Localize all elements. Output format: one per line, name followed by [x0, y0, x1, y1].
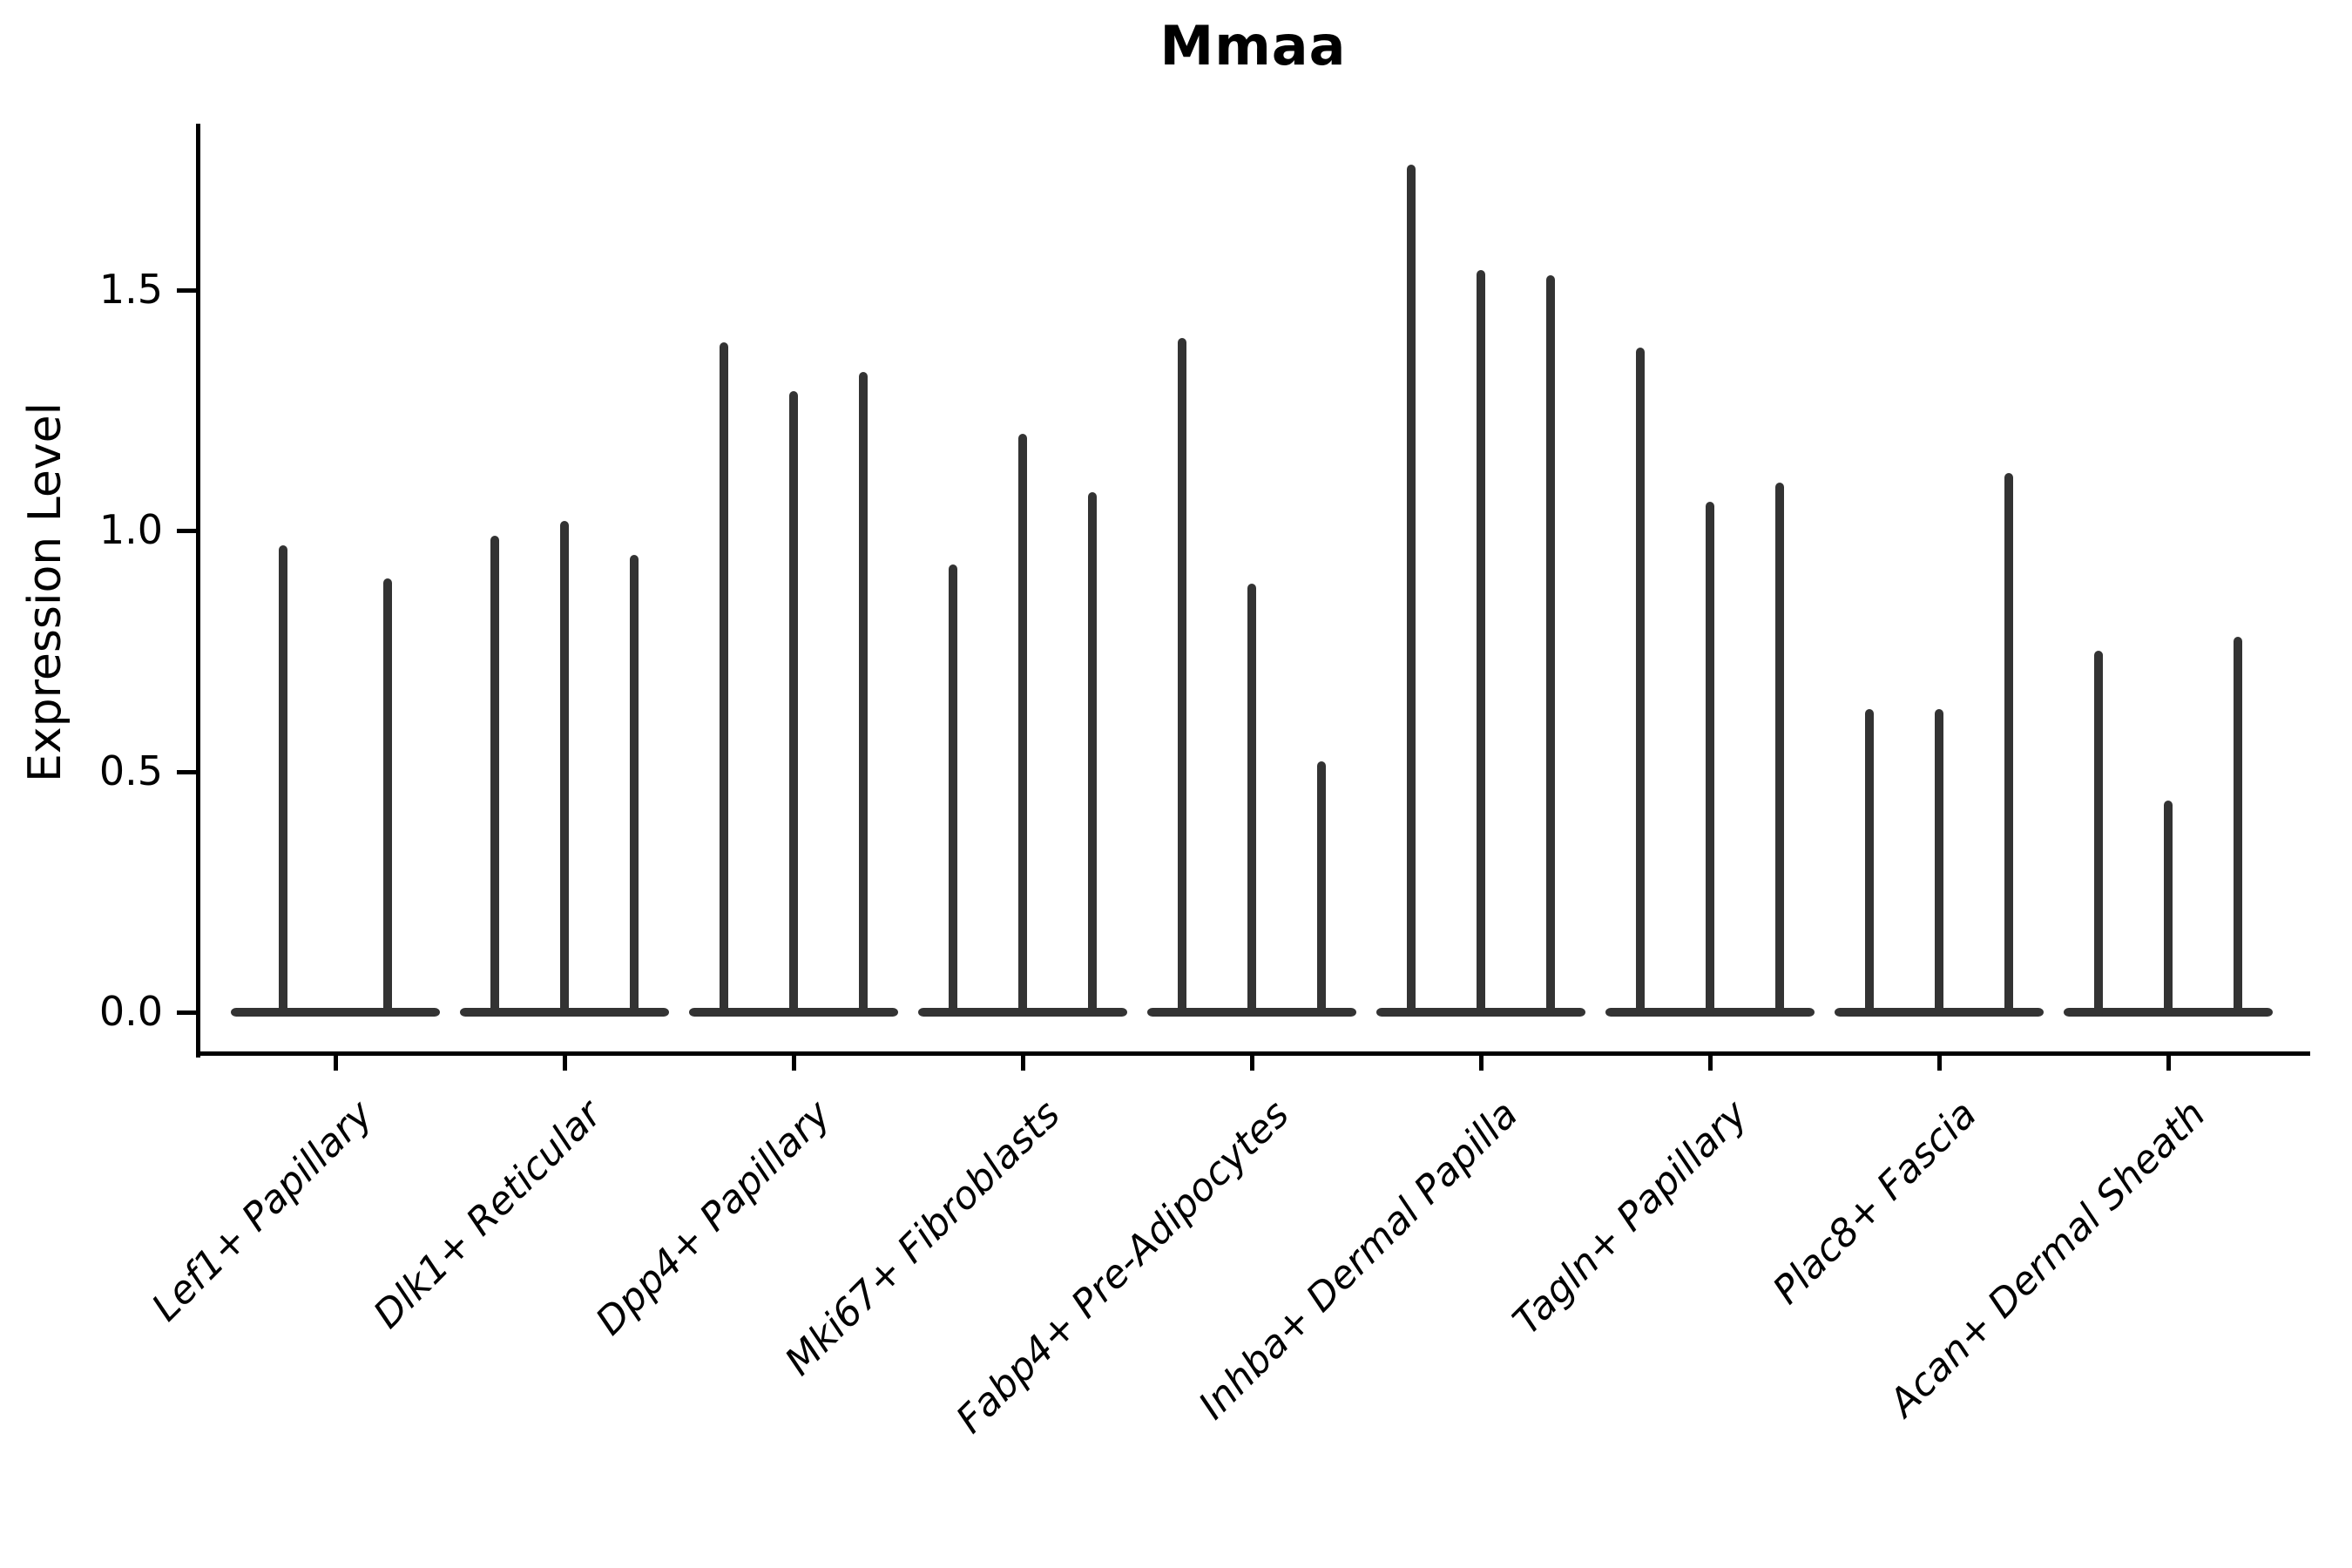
- violin-spike: [1178, 337, 1186, 1015]
- violin-spike: [1865, 708, 1874, 1015]
- violin-spike: [720, 342, 728, 1015]
- violin-spike: [1088, 491, 1097, 1015]
- violin-spike: [949, 564, 957, 1015]
- x-tick-mark: [2166, 1056, 2171, 1071]
- violin-spike: [789, 390, 798, 1015]
- violin-spike: [560, 520, 569, 1015]
- x-tick-mark: [1708, 1056, 1713, 1071]
- x-tick-label: Dlk1+ Reticular: [365, 1092, 611, 1337]
- x-tick-mark: [792, 1056, 796, 1071]
- y-tick-label: 0.5: [98, 747, 163, 794]
- y-tick-mark: [177, 769, 196, 774]
- violin-spike: [630, 554, 639, 1015]
- violin-spike: [2004, 472, 2013, 1015]
- x-axis-spine: [196, 1051, 2310, 1056]
- x-tick-label: Plac8+ Fascia: [1764, 1092, 1985, 1313]
- x-tick-label: Dpp4+ Papillary: [587, 1092, 840, 1344]
- y-tick-label: 0.0: [98, 988, 163, 1035]
- x-tick-mark: [1021, 1056, 1025, 1071]
- violin-spike: [279, 544, 287, 1015]
- violin-spike: [1477, 270, 1485, 1015]
- violin-spike: [1706, 501, 1714, 1015]
- x-tick-label: Tagln+ Papillary: [1504, 1092, 1756, 1344]
- violin-spike: [2164, 800, 2173, 1015]
- violin-spike: [1935, 708, 1943, 1015]
- x-tick-mark: [1937, 1056, 1942, 1071]
- violin-spike: [859, 371, 868, 1015]
- violin-spike: [1018, 434, 1027, 1015]
- y-tick-label: 1.0: [98, 506, 163, 553]
- x-tick-mark: [563, 1056, 567, 1071]
- violin-base: [231, 1008, 440, 1017]
- chart-title: Mmaa: [1159, 14, 1347, 78]
- y-tick-mark: [177, 1010, 196, 1015]
- violin-spike: [2094, 651, 2103, 1015]
- violin-spike: [1546, 274, 1555, 1015]
- x-tick-mark: [334, 1056, 338, 1071]
- violin-spike: [383, 578, 392, 1015]
- y-tick-label: 1.5: [98, 265, 163, 313]
- violin-spike: [1317, 761, 1326, 1015]
- x-tick-mark: [1250, 1056, 1254, 1071]
- violin-spike: [490, 535, 499, 1015]
- x-tick-mark: [1479, 1056, 1484, 1071]
- y-axis-spine: [196, 124, 200, 1058]
- violin-spike: [1775, 482, 1784, 1015]
- violin-spike: [2234, 636, 2242, 1015]
- y-tick-mark: [177, 287, 196, 293]
- violin-spike: [1636, 347, 1645, 1015]
- violin-spike: [1407, 164, 1416, 1015]
- x-tick-label: Lef1+ Papillary: [143, 1092, 382, 1330]
- y-tick-mark: [177, 529, 196, 533]
- violin-spike: [1247, 583, 1256, 1015]
